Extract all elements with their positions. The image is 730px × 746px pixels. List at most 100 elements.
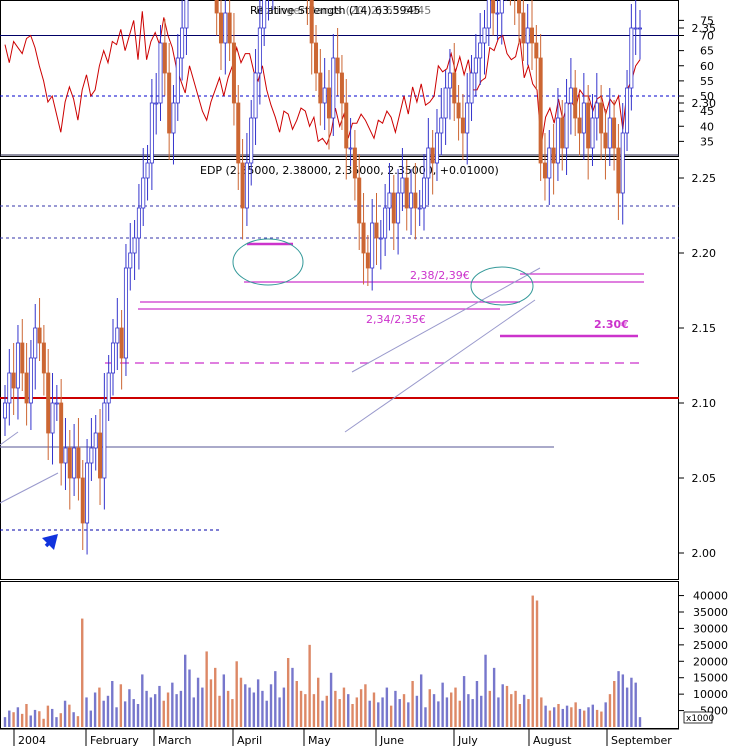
volume-bar (634, 682, 637, 727)
volume-bar (492, 667, 496, 727)
volume-bar (55, 717, 58, 727)
candle (63, 418, 68, 490)
candle (460, 94, 465, 160)
price-tick-label: 2.30 (692, 97, 717, 110)
volume-bar (638, 717, 642, 727)
top-pattern-ellipse-july (470, 266, 534, 306)
volume-bar (450, 692, 453, 727)
candle (59, 379, 64, 486)
candle (443, 70, 448, 145)
price-panel: EDP (2.35000, 2.38000, 2.35000, 2.35000,… (0, 0, 716, 580)
candle (154, 73, 159, 135)
candle (439, 88, 444, 156)
volume-bar (231, 699, 234, 727)
candle (383, 184, 388, 256)
candle (141, 148, 146, 226)
candle (227, 0, 232, 61)
x-tick-label: June (379, 734, 404, 746)
volume-bar (338, 699, 341, 727)
volume-bar (244, 684, 247, 727)
volume-bar (595, 709, 599, 727)
candle (521, 0, 526, 61)
x-tick-label: February (90, 734, 139, 746)
volume-bar (411, 681, 414, 727)
volume-bar (115, 707, 118, 727)
volume-tick-label: 35000 (693, 606, 728, 619)
volume-bar (8, 710, 11, 727)
top-pattern-ellipse-april (232, 238, 304, 286)
volume-bar (402, 694, 406, 727)
volume-bar (102, 700, 105, 727)
volume-bar (192, 697, 195, 727)
candle (422, 154, 427, 231)
candle (525, 4, 530, 66)
volume-bar (252, 692, 256, 727)
candle (37, 298, 42, 361)
volume-tick-label: 40000 (693, 590, 728, 603)
volume-bar (377, 702, 380, 727)
volume-bar (171, 682, 174, 727)
candle (638, 10, 643, 60)
candle (452, 43, 457, 121)
volume-bar (625, 687, 629, 727)
candle (456, 85, 461, 141)
candle (352, 130, 357, 201)
candle (469, 55, 474, 121)
volume-bar (501, 684, 504, 727)
candle (98, 409, 103, 505)
volume-bar (265, 700, 268, 727)
volume-bar (46, 705, 50, 727)
volume-bar (445, 697, 449, 727)
candle (370, 199, 375, 291)
volume-bar (282, 687, 286, 727)
volume-bar (209, 679, 213, 727)
volume-bar (535, 600, 539, 727)
volume-bar (527, 699, 530, 727)
volume-bar (347, 694, 350, 727)
volume-bar (312, 694, 316, 727)
volume-bar (419, 674, 423, 727)
candle (184, 0, 189, 55)
rsi-tick-label: 40 (700, 120, 714, 133)
candle (400, 148, 405, 211)
volume-bar (578, 708, 582, 727)
candle (180, 0, 185, 81)
candle (41, 325, 46, 396)
volume-bar (334, 690, 337, 727)
candle (50, 373, 55, 465)
volume-bar (424, 707, 427, 727)
volume-bar (600, 711, 603, 727)
rsi-panel: Relative Strength (14) 63.5945 Bollinger… (0, 0, 714, 157)
candle (344, 79, 349, 180)
candle (607, 88, 612, 166)
volume-bar (72, 712, 75, 727)
annotation-2-30: 2.30€ (594, 318, 629, 331)
candle (89, 418, 94, 481)
volume-bar (248, 687, 251, 727)
volume-bar (201, 687, 204, 727)
volume-bars (3, 595, 642, 727)
volume-bar (552, 707, 556, 727)
candle (560, 100, 565, 171)
candle (417, 190, 422, 226)
volume-bar (3, 717, 7, 727)
volume-bar (12, 712, 15, 727)
volume-tick-label: 25000 (693, 639, 728, 652)
candle (318, 49, 323, 126)
candle (361, 193, 366, 285)
candle (128, 223, 133, 291)
volume-bar (630, 677, 633, 727)
volume-bar (33, 709, 37, 727)
volume-bar (608, 694, 612, 727)
uptrend-channel-upper (351, 267, 541, 373)
candle (486, 0, 491, 46)
volume-bar (132, 699, 135, 727)
volume-bar (308, 644, 311, 727)
volume-bar (295, 681, 298, 727)
volume-bar (286, 658, 290, 727)
candle (473, 34, 478, 96)
volume-bar (162, 700, 165, 727)
candle (218, 0, 223, 70)
candle (542, 133, 547, 201)
